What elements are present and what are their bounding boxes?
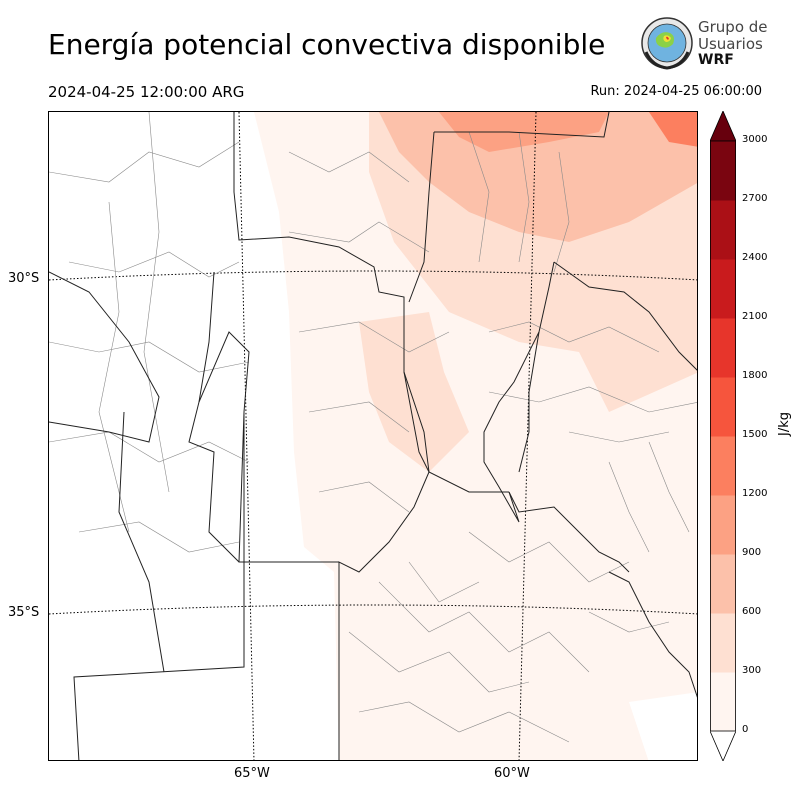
- colorbar-tick-3000: 3000: [742, 134, 768, 145]
- colorbar-bin-3: [710, 495, 736, 555]
- colorbar-bin-7: [710, 259, 736, 319]
- boundary-corrientes: [553, 261, 697, 371]
- cape-map: [48, 111, 698, 761]
- colorbar-bin-8: [710, 200, 736, 260]
- parallel-30s: [49, 270, 697, 281]
- boundary-santa-fe-south: [403, 371, 509, 493]
- map-title: Energía potencial convectiva disponible: [48, 28, 606, 61]
- colorbar-tick-900: 900: [742, 547, 762, 558]
- boundary-buenos-aires-coast: [608, 571, 697, 698]
- department-boundaries: [49, 112, 697, 743]
- graticule: [49, 112, 697, 760]
- boundary-mendoza: [73, 412, 245, 760]
- cape-band-1200-1500: [649, 112, 697, 147]
- boundary-santiago: [408, 131, 435, 303]
- colorbar-unit-label: J/kg: [777, 412, 792, 436]
- map-canvas: [49, 112, 697, 760]
- cape-gap-coast: [629, 692, 697, 760]
- logo-text-line2: Usuarios: [698, 35, 763, 53]
- cape-fill-layer: [254, 112, 697, 760]
- globe-icon: [641, 17, 693, 70]
- colorbar-tick-300: 300: [742, 665, 762, 676]
- cape-band-900-1200: [439, 112, 609, 152]
- boundary-mendoza-west: [118, 411, 165, 673]
- logo-text-line3: WRF: [698, 52, 734, 68]
- colorbar-tick-1500: 1500: [742, 429, 768, 440]
- colorbar: [709, 109, 737, 763]
- colorbar-frame: [710, 140, 736, 732]
- cape-band-600-900: [379, 112, 697, 242]
- wrf-users-logo: Grupo de Usuarios WRF: [640, 16, 768, 72]
- cape-band-300-600-center: [359, 312, 469, 472]
- colorbar-bin-0: [710, 672, 736, 732]
- colorbar-tick-2700: 2700: [742, 193, 768, 204]
- meridian-65w: [238, 112, 255, 760]
- lat-label-30s: 30°S: [8, 271, 40, 286]
- colorbar-tick-2400: 2400: [742, 252, 768, 263]
- colorbar-extend-high: [709, 109, 737, 142]
- colorbar-tick-0: 0: [742, 724, 749, 735]
- colorbar-bin-4: [710, 436, 736, 496]
- boundary-san-luis: [188, 331, 339, 563]
- colorbar-tick-1200: 1200: [742, 488, 768, 499]
- colorbar-bin-5: [710, 377, 736, 437]
- colorbar-bin-1: [710, 613, 736, 673]
- run-time-label: Run: 2024-04-25 06:00:00: [590, 84, 762, 99]
- boundary-la-rioja: [198, 271, 215, 403]
- parallel-35s: [49, 604, 697, 615]
- boundary-cordoba: [233, 112, 430, 760]
- province-boundaries: [49, 112, 697, 760]
- lon-label-60w: 60°W: [494, 766, 530, 781]
- valid-time-label: 2024-04-25 12:00:00 ARG: [48, 83, 245, 101]
- boundary-chaco: [434, 112, 610, 138]
- colorbar-bin-2: [710, 554, 736, 614]
- lon-label-65w: 65°W: [234, 766, 270, 781]
- boundary-entre-rios-west: [518, 331, 540, 473]
- colorbar-extend-low: [709, 730, 737, 763]
- colorbar-bin-9: [710, 141, 736, 201]
- colorbar-bin-6: [710, 318, 736, 378]
- colorbar-tick-600: 600: [742, 606, 762, 617]
- lat-label-35s: 35°S: [8, 605, 40, 620]
- boundary-san-juan: [49, 271, 160, 443]
- colorbar-gradient: [709, 109, 737, 763]
- logo-text-line1: Grupo de: [698, 18, 768, 36]
- boundary-entre-rios: [508, 491, 630, 573]
- colorbar-tick-1800: 1800: [742, 370, 768, 381]
- colorbar-tick-2100: 2100: [742, 311, 768, 322]
- boundary-santa-fe-east: [483, 261, 555, 523]
